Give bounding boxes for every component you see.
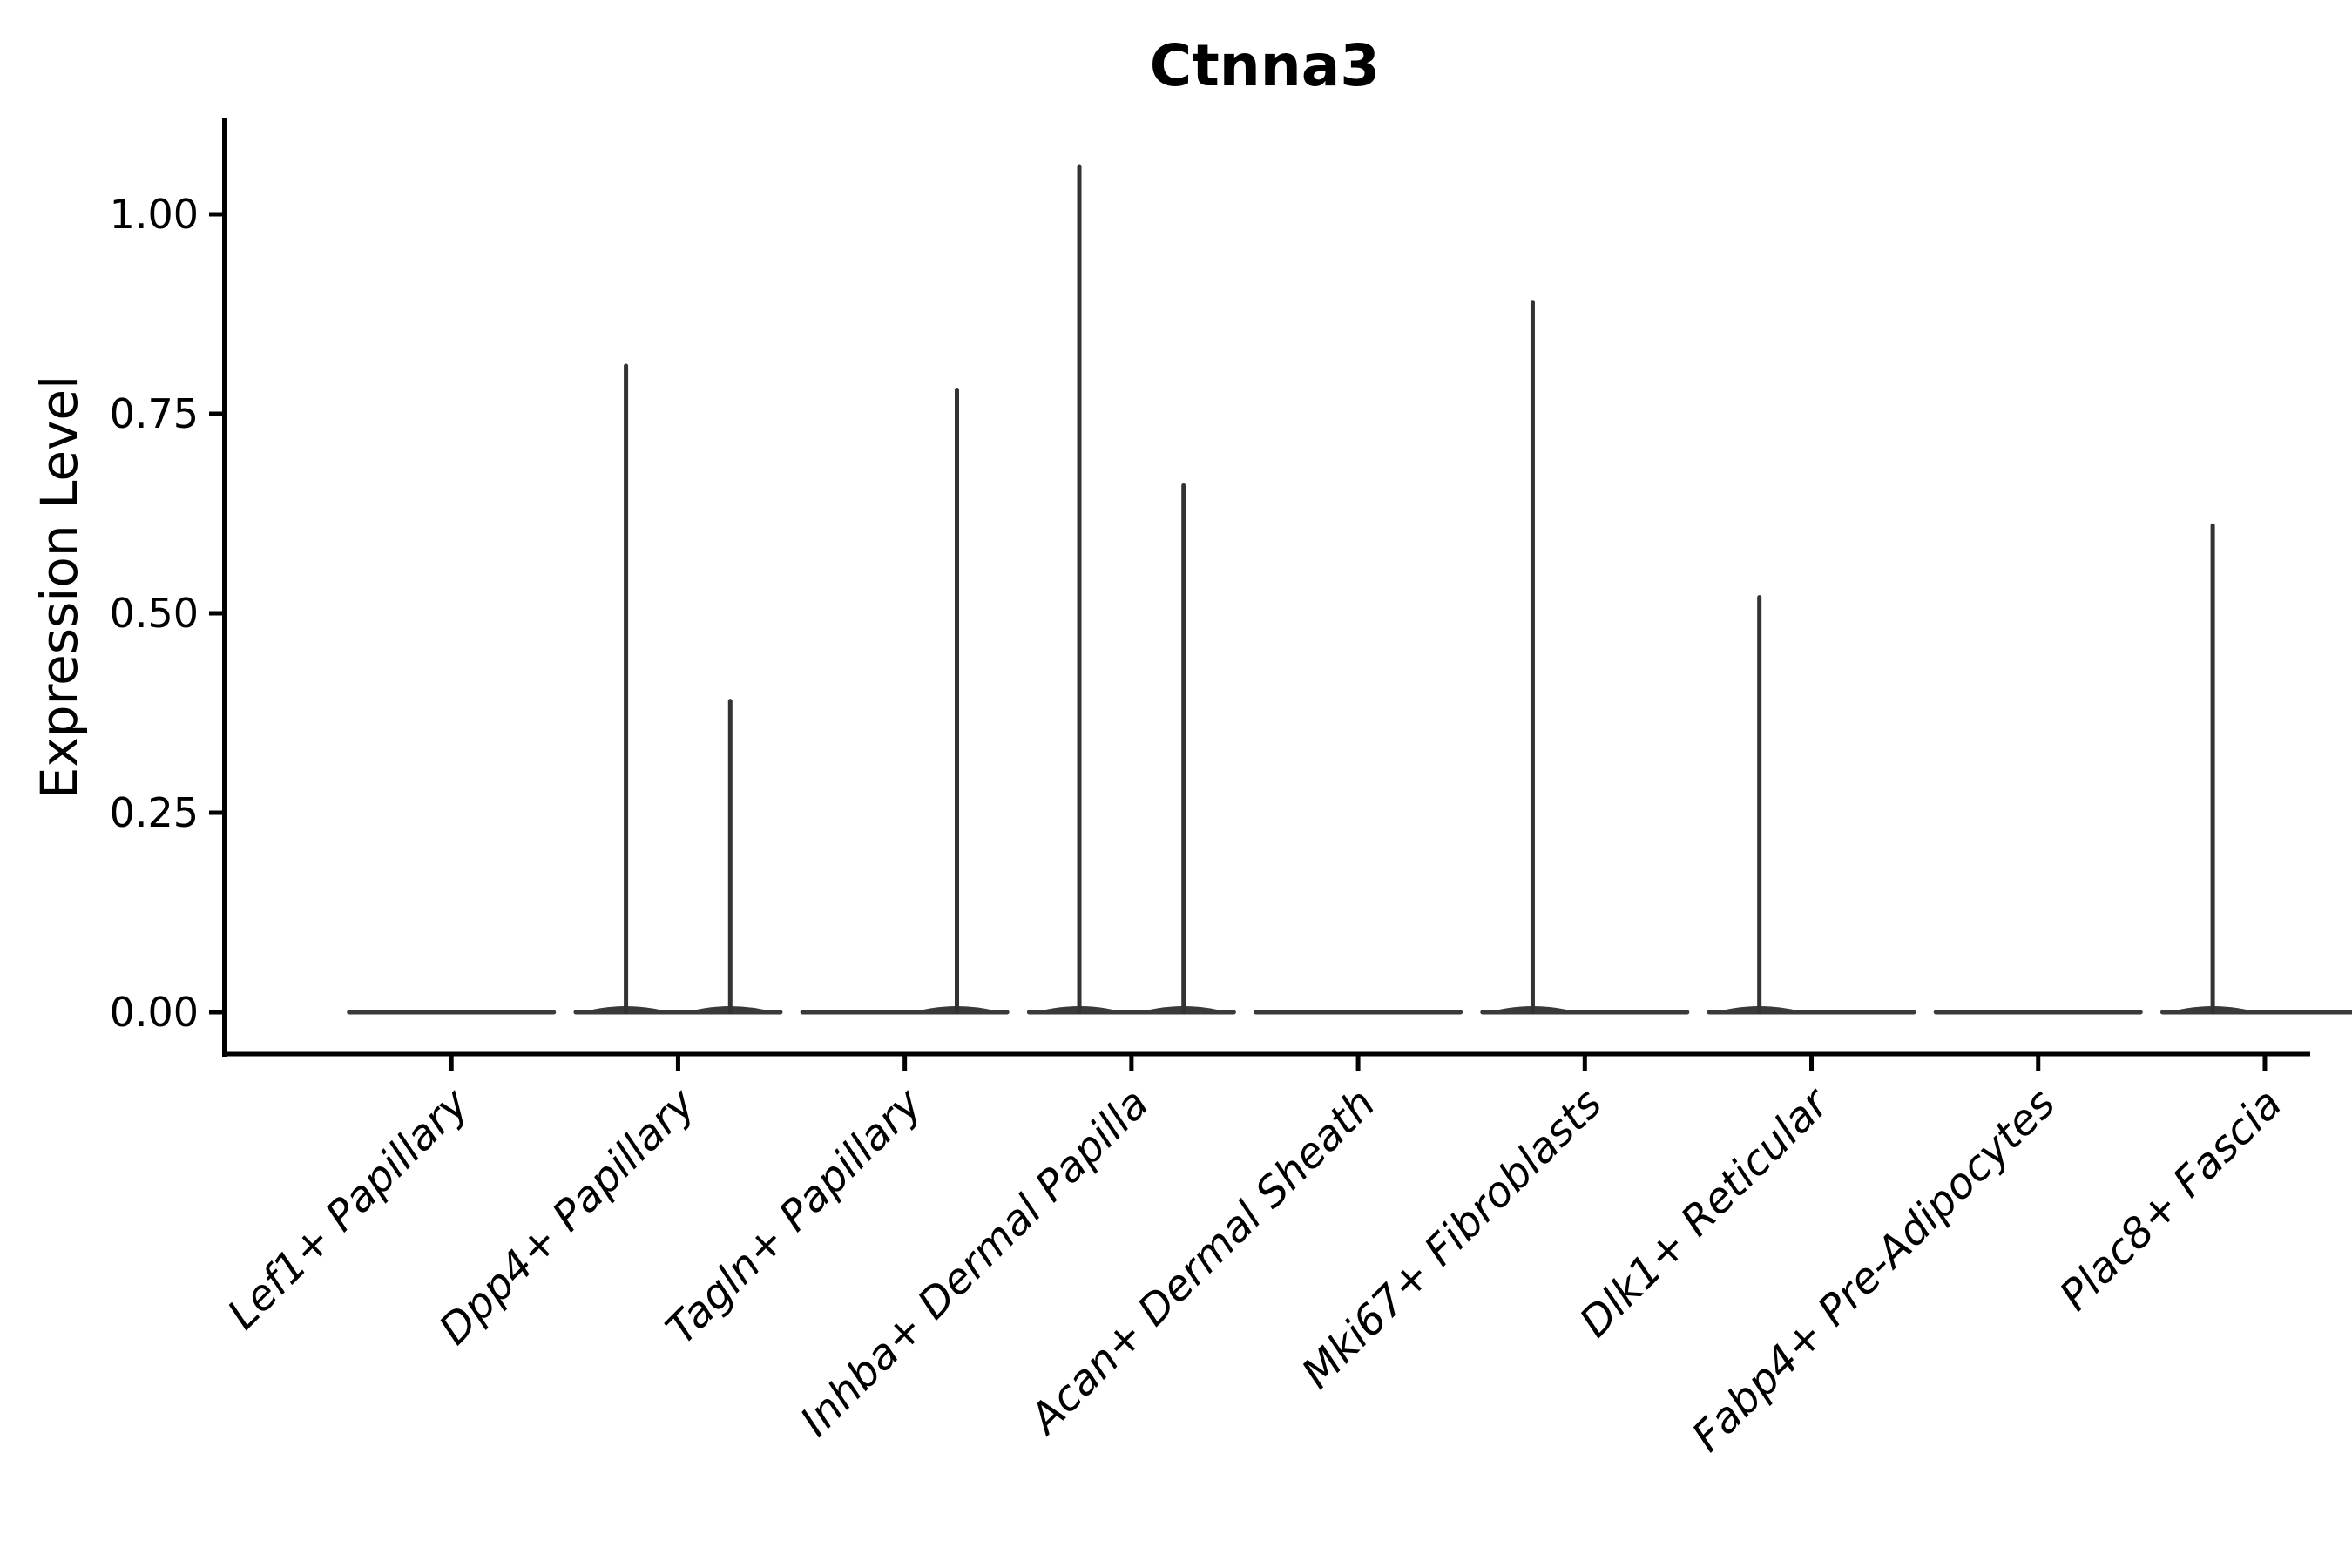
violin (1933, 1010, 2143, 1015)
violin (1026, 164, 1236, 1015)
violin-body (800, 1010, 1010, 1015)
y-tick-label: 0.75 (110, 390, 199, 437)
violin (1480, 300, 1690, 1015)
y-axis-label: Expression Level (30, 375, 89, 799)
y-tick-label: 1.00 (110, 191, 199, 238)
y-tick-label: 0.25 (110, 789, 199, 836)
y-tick-label: 0.00 (110, 989, 199, 1036)
violin (1707, 595, 1916, 1015)
violin (347, 1010, 557, 1015)
x-tick-label: Plac8+ Fascia (2051, 1079, 2292, 1321)
violin-body (1026, 1010, 1236, 1015)
plot-title: Ctnna3 (1150, 32, 1380, 99)
violin (800, 388, 1010, 1015)
violin (2159, 523, 2352, 1015)
violin-body (1707, 1010, 1916, 1015)
violin-body (1254, 1010, 1463, 1015)
violin-body (2159, 1010, 2352, 1015)
violin-body (347, 1010, 557, 1015)
violin-body (1480, 1010, 1690, 1015)
x-tick-label: Dlk1+ Reticular (1571, 1078, 1841, 1348)
violin-layer (347, 164, 2352, 1015)
violin-body (573, 1010, 783, 1015)
x-tick-label: Fabp4+ Pre-Adipocytes (1683, 1079, 2065, 1462)
violin (1254, 1010, 1463, 1015)
violin-body (1933, 1010, 2143, 1015)
violin (573, 363, 783, 1015)
x-tick-label: Lef1+ Papillary (219, 1078, 479, 1339)
y-tick-label: 0.50 (110, 590, 199, 637)
